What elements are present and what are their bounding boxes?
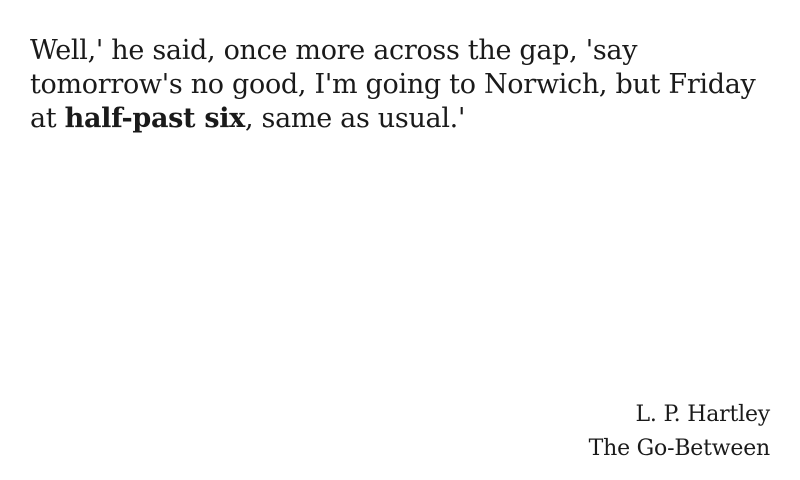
attribution: L. P. Hartley The Go-Between (588, 398, 771, 466)
author-name: L. P. Hartley (635, 402, 771, 427)
quote-text: Well,' he said, once more across the gap… (30, 34, 770, 136)
quote-emphasis: half-past six (64, 103, 246, 134)
quote-text-after: , same as usual.' (244, 103, 466, 134)
work-title: The Go-Between (588, 436, 771, 461)
quote-text-before: Well,' he said, once more across the gap… (30, 35, 756, 134)
